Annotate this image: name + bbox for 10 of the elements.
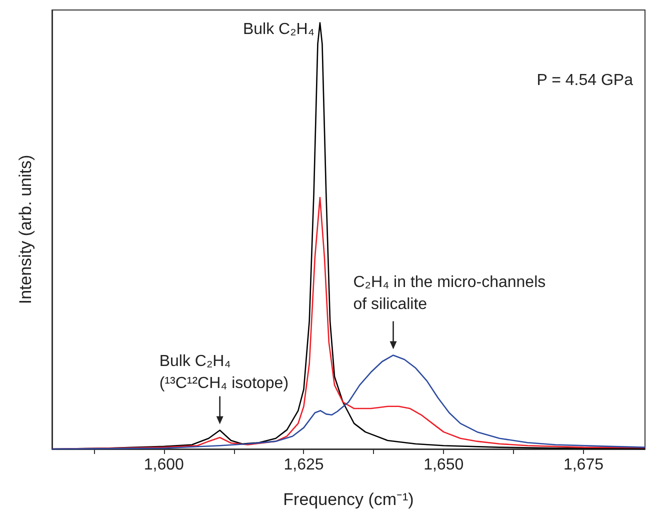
x-tick-label: 1,600 [144, 456, 184, 474]
x-tick-label: 1,625 [284, 456, 324, 474]
x-tick-label: 1,675 [563, 456, 604, 474]
annotation: C₂H₄ in the micro-channels of silicalite [353, 273, 546, 315]
x-axis-title: Frequency (cm⁻¹) [283, 490, 414, 509]
annotation: Bulk C₂H₄ (¹³C¹²CH₄ isotope) [159, 352, 289, 394]
annotation: P = 4.54 GPa [536, 71, 633, 91]
annotation: Bulk C₂H₄ [242, 20, 314, 40]
x-tick-label: 1,650 [424, 456, 464, 474]
y-axis-title: Intensity (arb. units) [16, 154, 35, 304]
